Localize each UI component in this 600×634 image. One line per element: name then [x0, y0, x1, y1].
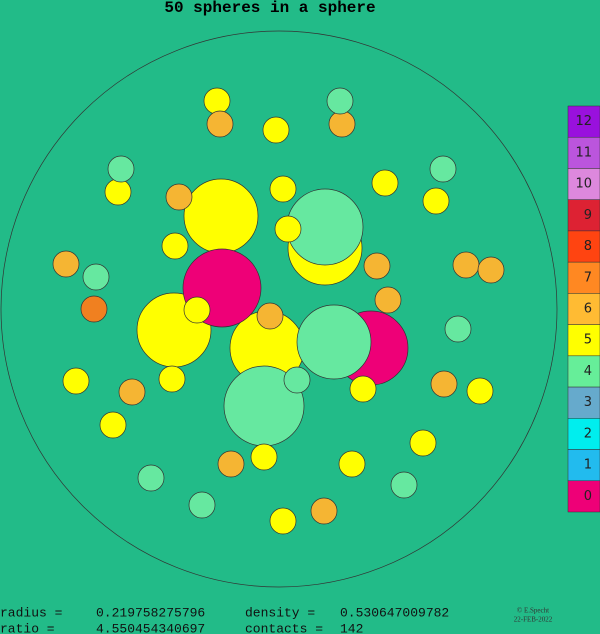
- legend-label: 1: [584, 458, 592, 473]
- stat-value: 4.550454340697: [96, 621, 205, 634]
- stat-label: density =: [245, 605, 315, 620]
- title: 50 spheres in a sphere: [164, 0, 375, 17]
- legend-label: 4: [584, 364, 592, 379]
- legend-swatch: [567, 261, 600, 294]
- legend-swatch: [567, 386, 600, 419]
- legend-label: 3: [584, 395, 592, 410]
- stats: radius = 0.219758275796 density = 0.5306470…: [0, 605, 449, 634]
- legend-swatch: [567, 136, 600, 169]
- legend-label: 12: [575, 114, 592, 129]
- legend-label: 2: [584, 426, 592, 441]
- legend-swatch: [567, 480, 600, 513]
- credit-date: 22-FEB-2022: [514, 616, 553, 624]
- stat-value: 142: [340, 621, 363, 634]
- legend-swatch: [567, 418, 600, 450]
- legend-label: 11: [575, 145, 592, 160]
- stat-label: radius =: [0, 605, 63, 620]
- container: [0, 30, 558, 588]
- legend-label: 0: [584, 489, 592, 504]
- stat-label: ratio =: [0, 621, 55, 634]
- stat-value: 0.219758275796: [96, 605, 205, 620]
- legend-label: 7: [584, 270, 592, 285]
- legend-label: 5: [584, 333, 592, 348]
- legend-label: 9: [584, 208, 592, 223]
- spheres: [52, 87, 505, 535]
- legend-label: 10: [575, 177, 592, 192]
- legend-swatch: [567, 449, 600, 482]
- stat-value: 0.530647009782: [340, 605, 449, 620]
- stat-label: contacts =: [245, 621, 323, 634]
- credit-author: © E.Specht: [517, 607, 549, 615]
- legend-label: 6: [584, 302, 592, 317]
- legend-label: 8: [584, 239, 592, 254]
- legend-swatch: [567, 168, 600, 200]
- legend-swatch: [567, 324, 600, 357]
- legend-swatch: [567, 199, 600, 232]
